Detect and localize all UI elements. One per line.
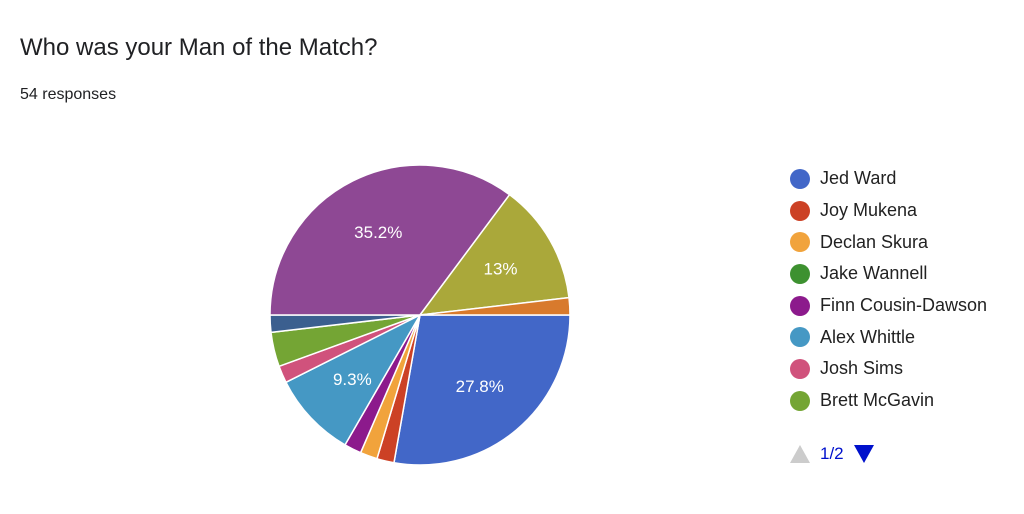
legend-pager: 1/2: [790, 444, 874, 464]
legend-item: Josh Sims: [790, 353, 987, 385]
legend-page-indicator: 1/2: [820, 444, 844, 463]
legend: Jed Ward Joy Mukena Declan Skura Jake Wanne…: [790, 163, 987, 417]
legend-swatch: [790, 327, 810, 348]
legend-label: Jed Ward: [820, 168, 897, 189]
legend-item: Jed Ward: [790, 163, 987, 195]
legend-swatch: [790, 390, 810, 411]
legend-swatch: [790, 295, 810, 316]
legend-item: Jake Wannell: [790, 258, 987, 290]
legend-item: Brett McGavin: [790, 385, 987, 417]
slice-label-5: 9.3%: [333, 370, 372, 389]
legend-swatch: [790, 232, 810, 253]
legend-label: Josh Sims: [820, 358, 904, 379]
legend-swatch: [790, 358, 810, 379]
slice-label-10: 13%: [484, 260, 518, 279]
legend-swatch: [790, 200, 810, 221]
legend-label: Jake Wannell: [820, 263, 928, 284]
pie-slice-5[interactable]: [284, 313, 422, 446]
legend-item: Finn Cousin-Dawson: [790, 290, 987, 322]
next-page-icon[interactable]: [853, 445, 874, 463]
legend-swatch: [790, 263, 810, 284]
legend-label: Finn Cousin-Dawson: [820, 295, 988, 316]
legend-label: Joy Mukena: [820, 200, 918, 221]
legend-label: Brett McGavin: [820, 390, 935, 411]
legend-item: Joy Mukena: [790, 195, 987, 227]
pie-slice-0[interactable]: [393, 314, 571, 466]
legend-label: Declan Skura: [820, 231, 929, 252]
pie-slice-11[interactable]: [419, 296, 571, 316]
slice-label-9: 35.2%: [354, 223, 402, 242]
legend-item: Alex Whittle: [790, 321, 987, 353]
slice-label-0: 27.8%: [456, 377, 504, 396]
response-count: 54 responses: [20, 86, 117, 103]
legend-item: Declan Skura: [790, 226, 987, 258]
legend-label: Alex Whittle: [820, 326, 916, 347]
pie-slice-10[interactable]: [418, 193, 570, 316]
legend-swatch: [790, 168, 810, 189]
prev-page-icon: [790, 445, 810, 463]
question-title: Who was your Man of the Match?: [20, 34, 378, 61]
pie-slice-9[interactable]: [269, 164, 511, 316]
